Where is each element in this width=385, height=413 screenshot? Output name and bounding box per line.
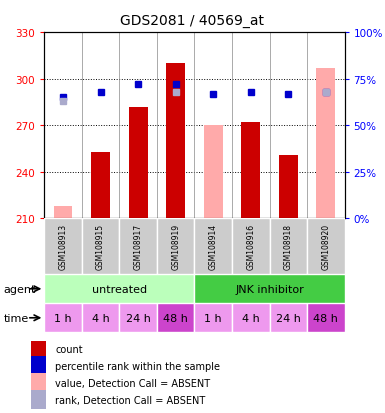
Text: GSM108914: GSM108914 [209,224,218,270]
Bar [157,304,194,332]
Text: GSM108913: GSM108913 [59,224,67,270]
Bar [194,304,232,332]
Bar [31,390,46,411]
Bar [44,304,82,332]
Bar [44,275,194,304]
Text: GSM108917: GSM108917 [134,224,142,270]
Bar [31,339,46,359]
Bar [279,155,298,219]
Bar [54,206,72,219]
Text: untreated: untreated [92,284,147,294]
Text: 1 h: 1 h [204,313,222,323]
Text: GSM108919: GSM108919 [171,224,180,270]
Bar [204,126,223,219]
Text: agent: agent [4,284,36,294]
Text: percentile rank within the sample: percentile rank within the sample [55,361,220,371]
Bar [232,219,270,275]
Text: rank, Detection Call = ABSENT: rank, Detection Call = ABSENT [55,395,205,405]
Bar [82,304,119,332]
Bar [82,219,119,275]
Bar [316,69,335,219]
Text: 24 h: 24 h [126,313,151,323]
Text: GSM108915: GSM108915 [96,224,105,270]
Bar [129,107,147,219]
Text: 24 h: 24 h [276,313,301,323]
Bar [119,219,157,275]
Text: 48 h: 48 h [313,313,338,323]
Bar [31,373,46,393]
Bar [119,304,157,332]
Text: GDS2081 / 40569_at: GDS2081 / 40569_at [121,14,264,28]
Text: count: count [55,344,83,354]
Bar [270,304,307,332]
Bar [270,219,307,275]
Text: GSM108918: GSM108918 [284,224,293,270]
Bar [31,356,46,376]
Text: GSM108916: GSM108916 [246,224,255,270]
Bar [232,304,270,332]
Text: 4 h: 4 h [92,313,109,323]
Text: JNK inhibitor: JNK inhibitor [235,284,304,294]
Text: GSM108920: GSM108920 [321,224,330,270]
Text: time: time [4,313,29,323]
Bar [157,219,194,275]
Bar [194,275,345,304]
Text: value, Detection Call = ABSENT: value, Detection Call = ABSENT [55,378,210,388]
Text: 1 h: 1 h [54,313,72,323]
Bar [44,219,82,275]
Bar [241,123,260,219]
Text: 48 h: 48 h [163,313,188,323]
Bar [307,304,345,332]
Bar [166,64,185,219]
Bar [91,152,110,219]
Bar [307,219,345,275]
Bar [194,219,232,275]
Text: 4 h: 4 h [242,313,259,323]
